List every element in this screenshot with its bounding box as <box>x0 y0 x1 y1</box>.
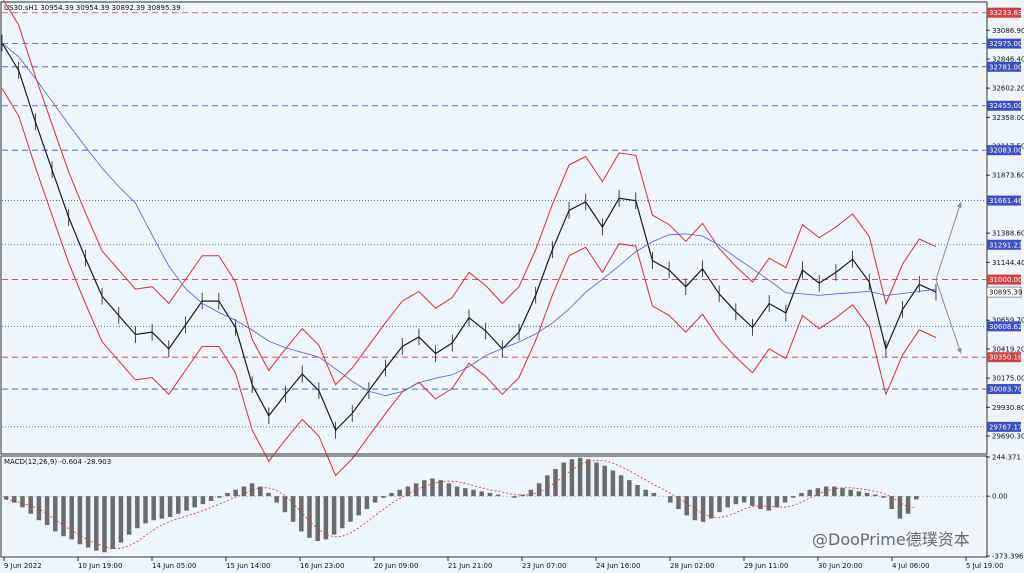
level-label: 32455.00 <box>989 102 1022 110</box>
level-label: 32083.00 <box>989 147 1022 155</box>
time-tick-label: 24 Jun 16:00 <box>596 562 640 570</box>
main-price-panel: US30.sH1 30954.39 30954.39 30892.39 3089… <box>0 0 988 477</box>
level-label-bg <box>987 274 1021 285</box>
price-tick-label: 32358.00 <box>992 114 1024 122</box>
price-tick-label: 33086.90 <box>992 27 1024 35</box>
level-label: 30608.62 <box>989 323 1022 331</box>
price-tick-label: 32846.40 <box>992 55 1024 63</box>
macd-tick-label: 244.371 <box>992 454 1021 462</box>
level-label-bg <box>987 195 1021 206</box>
price-tick-label: 30659.70 <box>992 317 1024 325</box>
level-label-bg <box>987 352 1021 363</box>
level-label-bg <box>987 61 1021 72</box>
time-tick-label: 30 Jun 20:00 <box>818 562 862 570</box>
level-label-bg <box>987 239 1021 250</box>
price-tick-label: 29930.80 <box>992 404 1024 412</box>
level-label-bg <box>987 321 1021 332</box>
level-label: 31291.23 <box>989 241 1022 249</box>
projection-arrow-head <box>956 347 962 354</box>
level-label: 32975.00 <box>989 40 1022 48</box>
price-tick-label: 31144.40 <box>992 259 1024 267</box>
level-label: 31000.00 <box>989 276 1022 284</box>
price-tick-label: 32602.20 <box>992 85 1024 93</box>
lower-band-line <box>1 88 937 477</box>
time-tick-label: 5 Jul 19:00 <box>966 562 1004 570</box>
projection-arrow <box>935 279 962 354</box>
price-tick-label: 31873.60 <box>992 172 1024 180</box>
time-tick-label: 21 Jun 21:00 <box>448 562 492 570</box>
macd-tick-label: -373.396 <box>992 553 1024 561</box>
upper-band-line <box>2 0 937 386</box>
time-tick-label: 10 Jun 19:00 <box>78 562 122 570</box>
time-tick-label: 15 Jun 14:00 <box>226 562 270 570</box>
level-label: 30350.18 <box>989 354 1022 362</box>
price-axis: 33086.9032846.4032602.2032358.0032117.50… <box>986 7 1024 561</box>
time-tick-label: 28 Jun 02:00 <box>670 562 714 570</box>
macd-panel: MACD(12,26,9) -0.604 -28.903 <box>0 455 988 558</box>
level-label-bg <box>987 145 1021 156</box>
level-label: 30083.70 <box>989 386 1022 394</box>
macd-signal-line <box>6 459 917 550</box>
projection-arrow <box>935 201 962 280</box>
time-tick-label: 29 Jun 11:00 <box>744 562 788 570</box>
time-tick-label: 14 Jun 05:00 <box>152 562 196 570</box>
macd-panel-frame <box>0 455 988 558</box>
price-panel-frame <box>0 1 988 455</box>
macd-tick-label: 0.00 <box>992 493 1008 501</box>
price-tick-label: 30419.20 <box>992 345 1024 353</box>
level-label: 29767.17 <box>989 423 1022 431</box>
watermark: @DooPrime德璞资本 <box>812 530 970 549</box>
symbol-header: US30.sH1 30954.39 30954.39 30892.39 3089… <box>4 4 181 12</box>
level-label-bg <box>987 38 1021 49</box>
level-label-bg <box>987 100 1021 111</box>
level-label: 33233.63 <box>989 9 1022 17</box>
current-price-label: 30895.39 <box>989 289 1022 297</box>
current-price-box <box>986 286 1022 298</box>
time-tick-label: 16 Jun 23:00 <box>300 562 344 570</box>
level-label-bg <box>987 384 1021 395</box>
projection-arrow-head <box>956 201 962 208</box>
level-label-bg <box>987 7 1021 18</box>
time-tick-label: 20 Jun 09:00 <box>374 562 418 570</box>
level-label-bg <box>987 421 1021 432</box>
time-axis: 9 Jun 2022 10 Jun 19:00 14 Jun 05:00 15 Jun… <box>3 557 1004 570</box>
level-label: 31661.46 <box>989 197 1023 205</box>
level-label: 32781.00 <box>989 63 1022 71</box>
time-tick-label: 23 Jun 07:00 <box>522 562 566 570</box>
price-tick-label: 29690.30 <box>992 433 1024 441</box>
moving-average-line <box>1 42 937 397</box>
price-tick-label: 31388.60 <box>992 230 1024 238</box>
price-tick-label: 30175.00 <box>992 375 1024 383</box>
time-tick-label: 9 Jun 2022 <box>4 562 42 570</box>
macd-title: MACD(12,26,9) -0.604 -28.903 <box>4 458 111 466</box>
time-tick-label: 4 Jul 06:00 <box>892 562 930 570</box>
